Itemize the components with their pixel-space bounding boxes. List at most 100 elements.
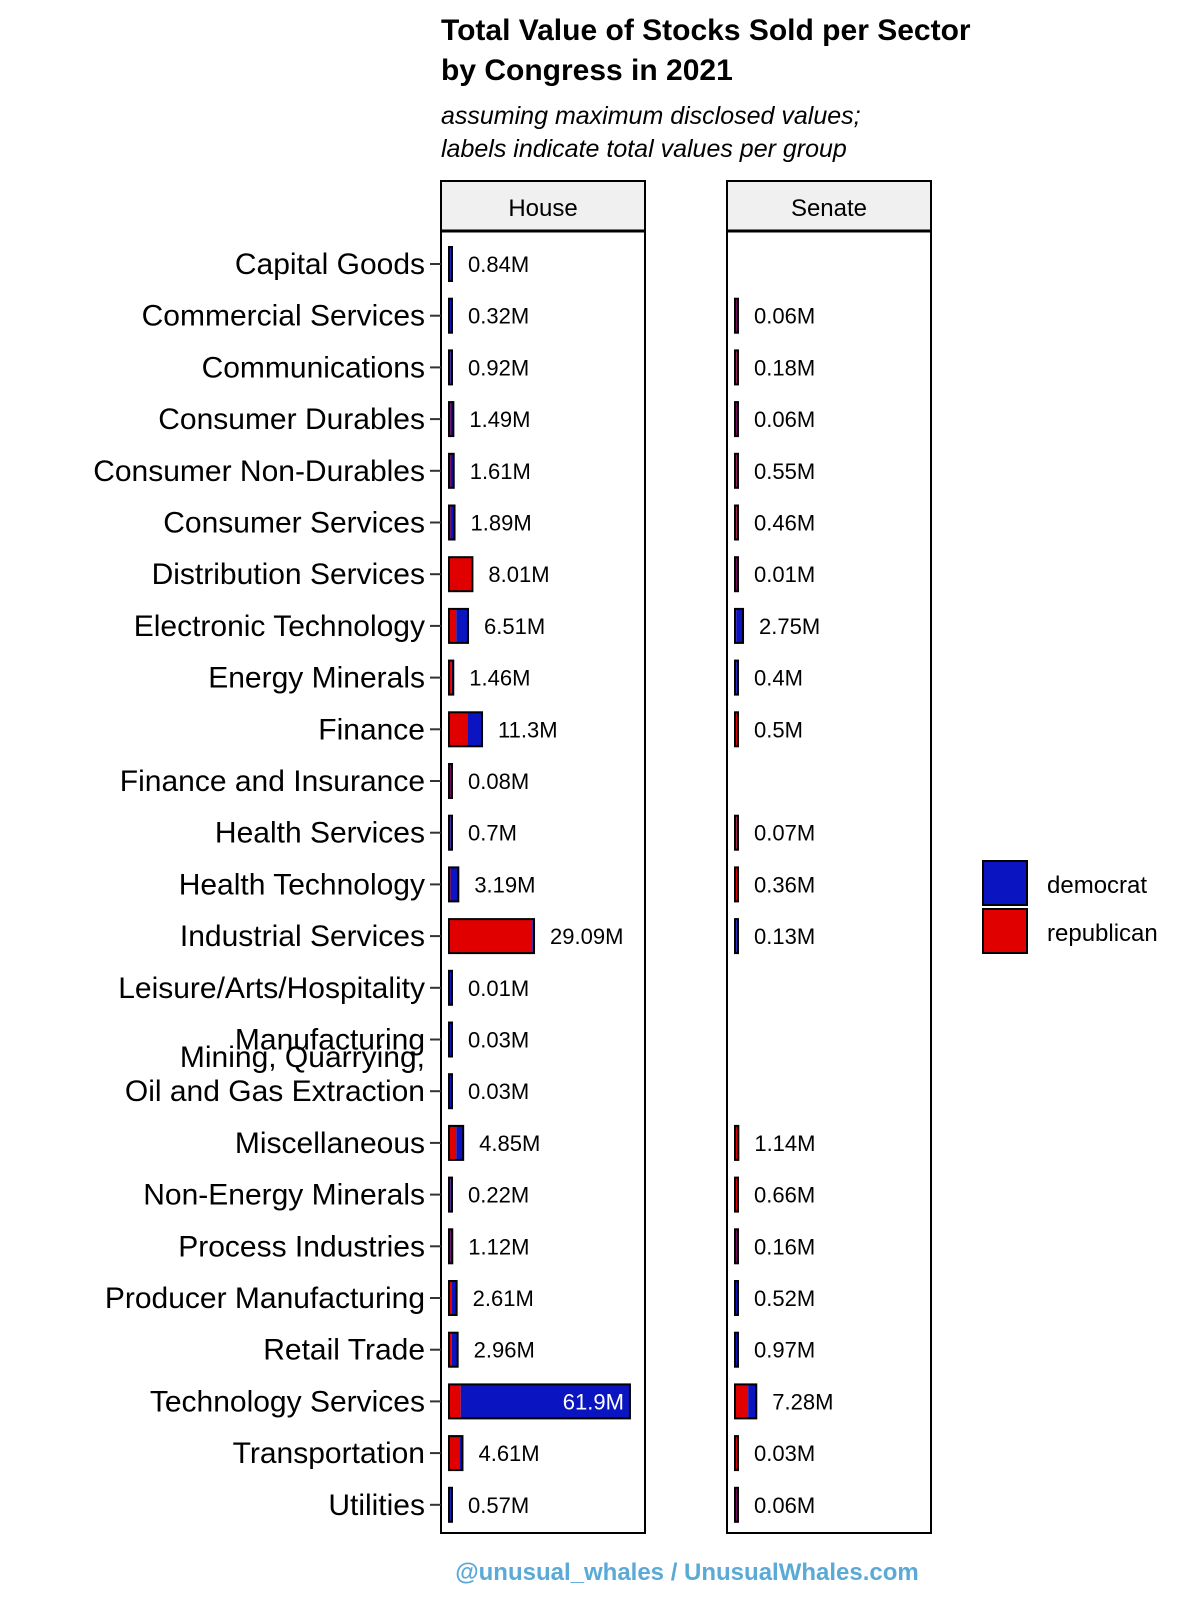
house-bar-democrat	[459, 1436, 463, 1471]
senate-value-label: 0.97M	[754, 1338, 815, 1363]
house-bar-republican	[449, 608, 457, 643]
house-bar-democrat	[450, 402, 454, 437]
senate-bar-outline	[734, 297, 739, 334]
house-bar-outline	[448, 969, 453, 1006]
house-bar-outline	[448, 349, 453, 386]
senate-bar-outline	[734, 814, 739, 851]
legend-label-democrat: democrat	[1047, 872, 1147, 899]
house-bar-outline	[448, 711, 484, 748]
house-value-label: 4.61M	[478, 1441, 539, 1466]
house-value-label: 6.51M	[484, 614, 545, 639]
chart-title-line-2: by Congress in 2021	[441, 54, 733, 87]
house-bar-outline	[448, 1073, 453, 1110]
house-value-label: 2.96M	[474, 1338, 535, 1363]
house-bar-republican	[449, 660, 452, 695]
senate-value-label: 0.06M	[754, 407, 815, 432]
senate-value-label: 0.01M	[754, 562, 815, 587]
house-value-label: 11.3M	[498, 717, 558, 742]
senate-value-label: 0.06M	[754, 304, 815, 329]
house-bar-democrat	[456, 1125, 464, 1160]
house-bar-outline	[448, 814, 453, 851]
house-bar-democrat	[450, 867, 459, 902]
category-label-mining-quarrying-oil-and-gas-extraction: Mining, Quarrying, Oil and Gas Extraction	[125, 1041, 425, 1108]
category-label-technology-services: Technology Services	[150, 1385, 425, 1418]
house-value-label: 0.03M	[468, 1079, 529, 1104]
house-bar-outline	[448, 1176, 453, 1213]
house-value-label: 0.01M	[468, 976, 529, 1001]
senate-value-label: 0.18M	[754, 355, 815, 380]
house-bar-democrat	[451, 1281, 457, 1315]
legend-label-republican: republican	[1047, 920, 1158, 947]
category-label-energy-minerals: Energy Minerals	[208, 662, 425, 695]
senate-value-label: 0.66M	[754, 1183, 815, 1208]
senate-value-label: 2.75M	[759, 614, 820, 639]
chart-subtitle-line-2: labels indicate total values per group	[441, 135, 847, 163]
senate-bar-outline	[734, 349, 739, 386]
house-bar-outline	[448, 866, 460, 903]
category-label-manufacturing: Manufacturing	[235, 1024, 425, 1057]
house-value-label: 0.92M	[468, 355, 529, 380]
category-label-leisure-arts-hospitality: Leisure/Arts/Hospitality	[118, 972, 425, 1005]
senate-value-label: 1.14M	[754, 1131, 815, 1156]
house-value-label: 0.03M	[468, 1028, 529, 1053]
category-label-commercial-services: Commercial Services	[142, 300, 425, 333]
house-value-label: 0.57M	[468, 1493, 529, 1518]
house-bar-democrat	[451, 1332, 458, 1367]
house-value-label: 1.61M	[470, 459, 531, 484]
senate-bar-outline	[734, 504, 739, 541]
house-value-label: 3.19M	[474, 872, 535, 897]
senate-bar-democrat	[736, 608, 744, 643]
house-bar-outline	[448, 401, 455, 438]
senate-value-label: 0.16M	[754, 1234, 815, 1259]
house-bars: 0.84M 0.32M 0.92M 1.49M 1.61M 1.89M 8.01M 6.51M…	[448, 246, 631, 1523]
senate-bar-outline	[734, 1280, 739, 1316]
house-value-label: 1.49M	[469, 407, 530, 432]
house-bar-outline	[448, 1280, 458, 1316]
facet-frame-senate	[726, 230, 932, 1534]
legend-swatch-democrat	[982, 860, 1028, 906]
senate-value-label: 0.46M	[754, 511, 815, 536]
house-bar-outline	[448, 659, 455, 696]
house-bar-outline	[448, 1435, 464, 1472]
house-value-label: 4.85M	[479, 1131, 540, 1156]
senate-bar-outline	[734, 711, 739, 748]
house-bar-republican	[449, 1125, 457, 1160]
house-bar-outline	[448, 246, 453, 282]
senate-bar-outline	[734, 1331, 739, 1368]
senate-bar-democrat	[735, 1281, 738, 1315]
house-bar-democrat	[450, 453, 454, 488]
category-label-consumer-non-durables: Consumer Non-Durables	[93, 455, 425, 488]
category-label-communications: Communications	[202, 351, 425, 384]
house-bar-outline	[448, 504, 456, 541]
title-block: Total Value of Stocks Sold per Sector by…	[441, 14, 971, 163]
category-label-industrial-services: Industrial Services	[180, 920, 425, 953]
senate-bar-republican	[735, 1177, 738, 1212]
footer-credit: @unusual_whales / UnusualWhales.com	[455, 1559, 919, 1586]
senate-value-label: 0.36M	[754, 872, 815, 897]
house-value-label: 61.9M	[563, 1389, 624, 1414]
senate-bar-republican	[735, 1125, 739, 1160]
house-bar-outline	[448, 452, 455, 489]
house-bar-republican	[449, 1384, 461, 1419]
category-label-utilities: Utilities	[328, 1489, 425, 1522]
category-label-non-energy-minerals: Non-Energy Minerals	[143, 1179, 425, 1212]
house-bar-republican	[449, 919, 533, 954]
house-bar-republican	[449, 1332, 452, 1367]
senate-bar-outline	[734, 452, 739, 489]
house-bar-outline	[448, 1124, 465, 1161]
house-bar-republican	[449, 1281, 452, 1315]
house-bar-democrat	[456, 608, 469, 643]
facet-strip-house	[440, 180, 646, 232]
house-value-label: 1.46M	[469, 666, 530, 691]
senate-value-label: 0.52M	[754, 1286, 815, 1311]
house-value-label: 0.22M	[468, 1183, 529, 1208]
house-value-label: 29.09M	[550, 924, 623, 949]
senate-value-label: 0.4M	[754, 666, 803, 691]
house-value-label: 1.89M	[471, 511, 532, 536]
senate-bar-outline	[734, 1176, 739, 1213]
category-label-miscellaneous: Miscellaneous	[235, 1127, 425, 1160]
senate-bar-outline	[734, 607, 745, 644]
category-label-producer-manufacturing: Producer Manufacturing	[105, 1282, 425, 1315]
house-bar-republican	[449, 557, 472, 592]
